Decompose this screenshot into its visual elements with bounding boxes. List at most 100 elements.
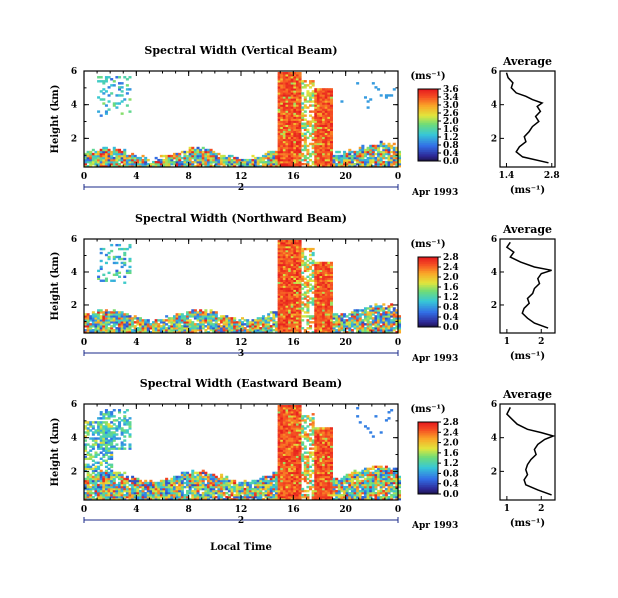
heatmap-cell xyxy=(395,321,399,324)
heatmap-cell xyxy=(193,311,197,314)
heatmap-cell xyxy=(277,74,281,77)
heatmap-cell xyxy=(293,124,297,127)
heatmap-cell xyxy=(379,305,383,308)
heatmap-cell xyxy=(384,319,388,322)
heatmap-cell xyxy=(269,156,273,160)
heatmap-cell xyxy=(235,158,239,162)
heatmap-cell xyxy=(99,156,103,160)
heatmap-cell xyxy=(233,327,237,330)
heatmap-cell xyxy=(298,271,302,275)
heatmap-cell xyxy=(261,162,265,166)
heatmap-cell xyxy=(348,150,352,154)
heatmap-cell xyxy=(172,475,176,479)
heatmap-cell xyxy=(311,92,315,95)
heatmap-cell xyxy=(285,495,289,499)
colorbar-frame xyxy=(417,256,439,328)
heatmap-cell xyxy=(107,449,111,452)
heatmap-cell xyxy=(314,120,318,123)
heatmap-cell xyxy=(316,325,320,328)
heatmap-cell xyxy=(196,148,200,152)
heatmap-cell xyxy=(277,495,281,499)
heatmap-cell xyxy=(259,479,263,483)
heatmap-cell xyxy=(309,152,313,156)
heatmap-cell xyxy=(285,497,289,501)
heatmap-cell xyxy=(206,493,210,497)
heatmap-cell xyxy=(288,311,292,314)
heatmap-cell xyxy=(277,102,281,105)
heatmap-cell xyxy=(316,301,320,304)
heatmap-cell xyxy=(309,267,313,271)
heatmap-cell xyxy=(199,162,203,166)
heatmap-cell xyxy=(288,485,292,489)
heatmap-cell xyxy=(243,331,247,334)
heatmap-cell xyxy=(295,74,299,77)
heatmap-cell xyxy=(382,311,386,314)
heatmap-cell xyxy=(285,493,289,497)
heatmap-cell xyxy=(204,154,208,158)
heatmap-cell xyxy=(371,321,375,324)
heatmap-cell xyxy=(335,162,339,166)
heatmap-cell xyxy=(358,329,362,332)
heatmap-cell xyxy=(311,297,315,300)
heatmap-cell xyxy=(220,160,224,164)
heatmap-cell xyxy=(379,309,383,312)
heatmap-cell xyxy=(84,455,88,458)
colorbar-unit: (ms⁻¹) xyxy=(410,71,445,82)
heatmap-cell xyxy=(84,317,88,320)
heatmap-cell xyxy=(322,317,326,320)
heatmap-cell xyxy=(183,319,187,322)
heatmap-cell xyxy=(104,78,108,81)
heatmap-cell xyxy=(329,112,333,115)
heatmap-cell xyxy=(369,327,373,330)
heatmap-cell xyxy=(329,90,333,93)
heatmap-cell xyxy=(377,305,381,308)
heatmap-cell xyxy=(149,493,153,497)
heatmap-cell xyxy=(293,317,297,320)
heatmap-cell xyxy=(84,465,88,469)
heatmap-cell xyxy=(377,160,381,164)
heatmap-cell xyxy=(248,327,252,330)
heatmap-cell xyxy=(290,164,294,168)
heatmap-cell xyxy=(254,321,258,324)
heatmap-cell xyxy=(309,247,313,251)
panel-3: Spectral Width (Eastward Beam)0 4 8 12 16 20 0… xyxy=(50,377,556,553)
heatmap-cell xyxy=(319,98,323,101)
heatmap-cell xyxy=(329,146,333,150)
heatmap-cell xyxy=(157,319,161,322)
heatmap-cell xyxy=(214,311,218,314)
heatmap-cell xyxy=(131,154,135,158)
heatmap-cell xyxy=(290,297,294,300)
heatmap-cell xyxy=(293,94,297,97)
heatmap-cell xyxy=(295,267,299,271)
y-axis-label: Height (km) xyxy=(50,85,61,154)
heatmap-cell xyxy=(322,281,326,284)
heatmap-cell xyxy=(295,162,299,166)
colorbar-segment xyxy=(418,262,438,265)
heatmap-cell xyxy=(282,445,286,448)
heatmap-cell xyxy=(159,160,163,164)
heatmap-cell xyxy=(288,239,292,243)
heatmap-cell xyxy=(112,491,116,495)
heatmap-cell xyxy=(280,479,284,483)
heatmap-cell xyxy=(89,327,93,330)
heatmap-cell xyxy=(275,481,279,485)
heatmap-cell xyxy=(298,132,302,136)
heatmap-cell xyxy=(196,313,200,316)
heatmap-cell xyxy=(120,313,124,316)
heatmap-cell xyxy=(102,92,106,95)
heatmap-cell xyxy=(358,148,362,152)
heatmap-cell xyxy=(97,489,101,493)
heatmap-cell xyxy=(329,295,333,298)
heatmap-cell xyxy=(282,273,286,277)
heatmap-cell xyxy=(94,329,98,332)
heatmap-cell xyxy=(295,287,299,290)
heatmap-cell xyxy=(267,329,271,332)
heatmap-cell xyxy=(277,98,281,101)
heatmap-cell xyxy=(311,315,315,318)
heatmap-cell xyxy=(345,315,349,318)
heatmap-cell xyxy=(319,116,323,119)
heatmap-cell xyxy=(329,118,333,121)
heatmap-cell xyxy=(97,447,101,450)
heatmap-cell xyxy=(199,164,203,168)
heatmap-cell xyxy=(316,297,320,300)
